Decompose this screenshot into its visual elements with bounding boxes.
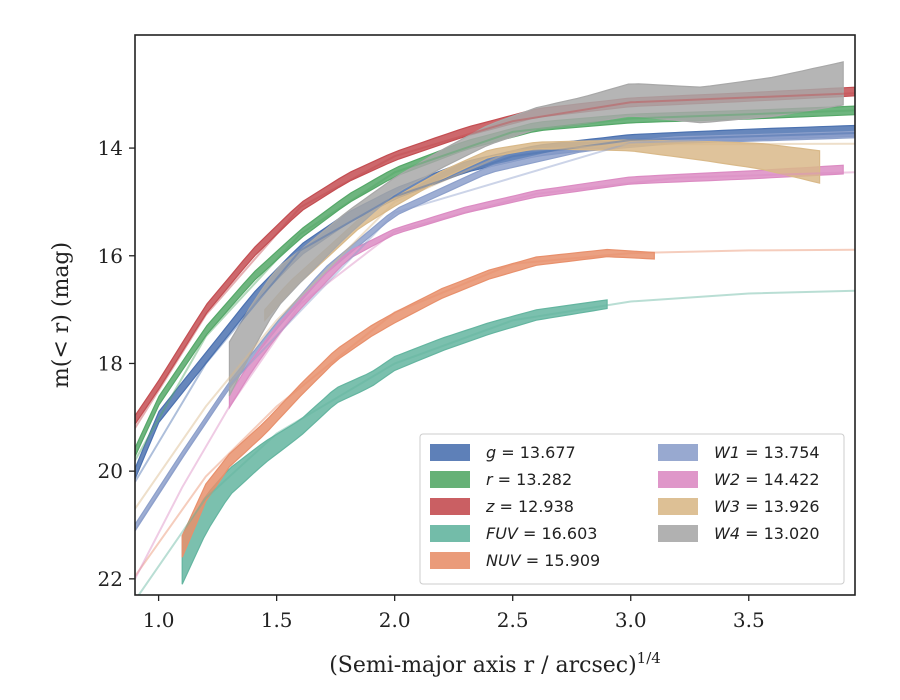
legend-label: W4 = 13.020 (714, 524, 820, 543)
legend-swatch (430, 498, 470, 515)
legend-label: r = 13.282 (486, 470, 572, 489)
x-tick-label: 2.5 (497, 608, 529, 632)
series-fuv-model-line (137, 289, 855, 595)
legend-label: NUV = 15.909 (486, 551, 600, 570)
x-axis-label: (Semi-major axis r / arcsec)1/4 (329, 649, 661, 678)
y-tick-label: 20 (98, 459, 123, 483)
x-axis-label-exponent: 1/4 (637, 649, 661, 667)
legend-label: W1 = 13.754 (714, 443, 820, 462)
plot-frame (134, 34, 856, 596)
y-tick-label: 22 (98, 567, 123, 591)
legend: g = 13.677 r = 13.282 z = 12.938 FUV = 16.6… (419, 433, 845, 585)
legend-label: W2 = 14.422 (714, 470, 820, 489)
legend-item-fuv: FUV = 16.603 (430, 524, 597, 543)
x-tick-label: 2.0 (379, 608, 411, 632)
x-axis-ticks: 1.0 1.5 2.0 2.5 3.0 3.5 (143, 595, 765, 632)
legend-item-z: z = 12.938 (430, 497, 574, 516)
legend-item-w1: W1 = 13.754 (658, 443, 820, 462)
legend-swatch (430, 552, 470, 569)
series-lines (135, 92, 855, 595)
series-w3-model-line (135, 142, 855, 510)
x-tick-label: 3.0 (615, 608, 647, 632)
y-tick-label: 16 (98, 244, 123, 268)
legend-item-g: g = 13.677 (430, 443, 576, 462)
x-tick-label: 1.5 (261, 608, 293, 632)
legend-swatch (658, 525, 698, 542)
x-tick-label: 1.0 (143, 608, 175, 632)
series-w1-band (135, 130, 855, 533)
legend-swatch (658, 471, 698, 488)
legend-swatch (430, 525, 470, 542)
y-axis-label: m(< r) (mag) (49, 242, 74, 388)
series-fuv-band (181, 299, 608, 585)
legend-label: g = 13.677 (486, 443, 576, 462)
series-g-model-line (135, 132, 855, 483)
legend-label: z = 12.938 (485, 497, 574, 516)
legend-swatch (658, 498, 698, 515)
y-tick-label: 18 (98, 351, 123, 375)
series-z-band (135, 86, 855, 426)
series-z-model-line (135, 92, 855, 429)
legend-label: W3 = 13.926 (714, 497, 820, 516)
series-bands (135, 61, 855, 585)
legend-item-w4: W4 = 13.020 (658, 524, 820, 543)
legend-box (419, 433, 845, 585)
series-w4-band (228, 61, 844, 397)
legend-item-r: r = 13.282 (430, 470, 572, 489)
legend-swatch (658, 444, 698, 461)
series-w2-band (228, 164, 844, 410)
legend-item-nuv: NUV = 15.909 (430, 551, 600, 570)
series-w3-band (264, 139, 821, 322)
series-r-band (135, 105, 855, 457)
x-tick-label: 3.5 (733, 608, 765, 632)
y-axis-ticks: 14 16 18 20 22 (98, 136, 135, 591)
series-nuv-model-line (135, 248, 855, 577)
legend-swatch (430, 471, 470, 488)
series-w1-model-line (135, 134, 855, 531)
legend-item-w2: W2 = 14.422 (658, 470, 820, 489)
series-nuv-band (181, 248, 655, 558)
y-tick-label: 14 (98, 136, 123, 160)
legend-item-w3: W3 = 13.926 (658, 497, 820, 516)
x-axis-label-main: (Semi-major axis r / arcsec) (329, 653, 636, 678)
legend-swatch (430, 444, 470, 461)
series-r-model-line (135, 109, 855, 461)
series-w2-model-line (135, 171, 855, 580)
legend-label: FUV = 16.603 (486, 524, 597, 543)
